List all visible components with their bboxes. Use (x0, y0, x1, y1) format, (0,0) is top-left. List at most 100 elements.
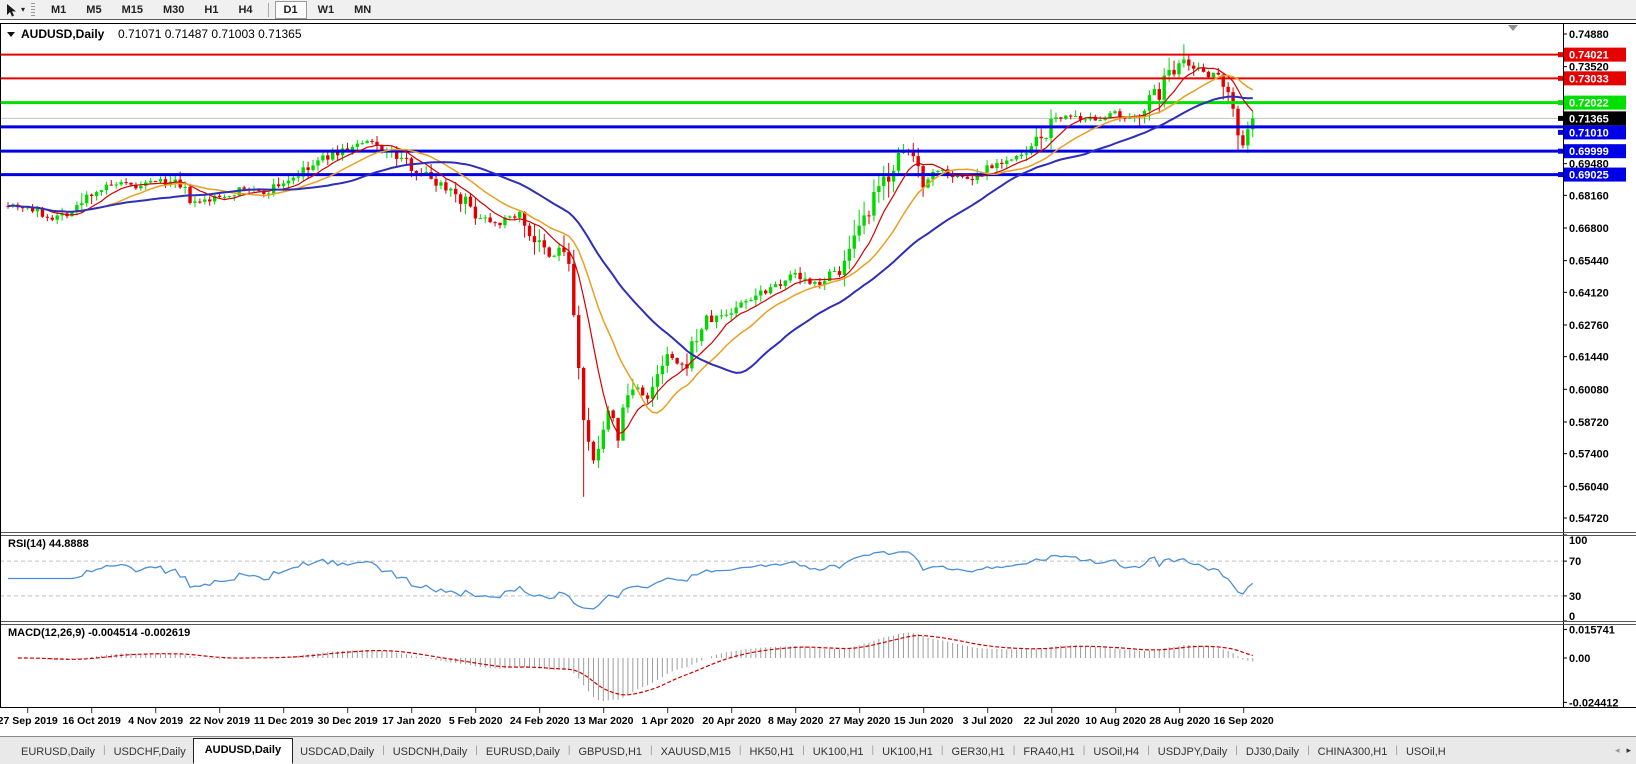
chart-tab-xauusd-m15[interactable]: XAUUSD,M15 (660, 746, 731, 758)
chart-shift-marker[interactable] (1508, 25, 1518, 31)
chart-tab-hk50-h1[interactable]: HK50,H1 (749, 746, 795, 758)
chart-ohlc-values: 0.71071 0.71487 0.71003 0.71365 (118, 27, 302, 41)
date-tick-label: 1 Apr 2020 (641, 715, 694, 727)
level-price-label (1564, 95, 1626, 110)
chart-tab-usdcad-daily[interactable]: USDCAD,Daily (300, 746, 375, 758)
date-tick-label: 24 Feb 2020 (510, 715, 570, 727)
chart-tab-china300-h1[interactable]: CHINA300,H1 (1317, 746, 1388, 758)
price-tick-label: 0.74880 (1569, 29, 1609, 41)
macd-axis-label: 0.015741 (1569, 624, 1615, 636)
timeframe-button-d1[interactable]: D1 (274, 0, 307, 19)
tab-separator: | (567, 745, 571, 756)
timeframe-button-h1[interactable]: H1 (204, 3, 219, 16)
tab-separator: | (382, 745, 385, 756)
tab-separator: | (475, 745, 478, 756)
rsi-axis-label: 30 (1569, 591, 1581, 603)
date-tick-label: 16 Sep 2020 (1214, 715, 1274, 727)
price-tick-label: 0.60080 (1569, 384, 1609, 396)
chart-menu-icon[interactable] (7, 32, 15, 37)
level-price-label (1564, 71, 1626, 86)
macd-indicator-label: MACD(12,26,9) -0.004514 -0.002619 (8, 627, 190, 639)
level-price-label (1564, 144, 1626, 159)
rsi-pane: RSI(14) 44.8888 100 70 30 0 (0, 534, 1587, 623)
tab-scroll-right-icon[interactable]: ▸ (1626, 745, 1631, 755)
timeframe-button-h4[interactable]: H4 (238, 3, 253, 16)
date-tick-label: 5 Feb 2020 (449, 715, 503, 727)
current-price-label (1564, 111, 1626, 126)
tab-separator: | (738, 745, 742, 756)
macd-axis-label: 0.00 (1569, 653, 1590, 665)
macd-signal-line (17, 634, 1253, 696)
price-tick-label: 0.65440 (1569, 256, 1609, 268)
price-tick-label: 0.62760 (1569, 320, 1609, 332)
svg-text:0.71365: 0.71365 (1569, 113, 1609, 125)
timeframe-button-mn[interactable]: MN (354, 3, 372, 16)
timeframe-button-w1[interactable]: W1 (317, 3, 335, 16)
macd-pane: MACD(12,26,9) -0.004514 -0.002619 0.01574… (8, 624, 1619, 709)
moving-averages (7, 66, 1254, 435)
price-tick-label: 0.57400 (1569, 449, 1609, 461)
tab-separator: | (1307, 745, 1310, 756)
tab-separator: | (1147, 745, 1150, 756)
price-tick-label: 0.61440 (1569, 352, 1609, 364)
chart-tab-audusd-daily[interactable]: AUDUSD,Daily (192, 738, 294, 764)
date-tick-label: 27 May 2020 (829, 715, 890, 727)
tab-separator: | (1082, 745, 1086, 756)
chart-tab-usdcnh-daily[interactable]: USDCNH,Daily (392, 746, 468, 758)
chevron-down-icon[interactable]: ▾ (21, 5, 26, 14)
tab-separator: | (940, 745, 944, 756)
date-tick-label: 8 May 2020 (768, 715, 824, 727)
svg-text:0.69025: 0.69025 (1569, 170, 1609, 182)
tab-separator: | (102, 745, 106, 756)
chart-tab-dj30-daily[interactable]: DJ30,Daily (1245, 746, 1300, 758)
ma-line-34 (7, 95, 1253, 374)
tab-separator: | (650, 745, 653, 756)
chart-tab-eurusd-daily[interactable]: EURUSD,Daily (21, 746, 95, 758)
rsi-axis-label: 100 (1569, 535, 1587, 547)
timeframe-button-m30[interactable]: M30 (162, 3, 185, 16)
date-tick-label: 30 Dec 2019 (318, 715, 378, 727)
cursor-arrow-icon (7, 3, 16, 16)
date-tick-label: 17 Jan 2020 (382, 715, 441, 727)
timeframe-button-m5[interactable]: M5 (86, 3, 102, 16)
chart-tab-gbpusd-h1[interactable]: GBPUSD,H1 (578, 746, 643, 758)
macd-axis-label: -0.024412 (1569, 697, 1619, 709)
toolbar-separator (267, 2, 269, 17)
date-tick-label: 11 Dec 2019 (254, 715, 314, 727)
chart-tab-uk100-h1[interactable]: UK100,H1 (812, 746, 864, 758)
toolbar-grip[interactable] (31, 2, 36, 17)
price-tick-label: 0.64120 (1569, 287, 1609, 299)
date-tick-label: 10 Aug 2020 (1085, 715, 1146, 727)
rsi-indicator-label: RSI(14) 44.8888 (8, 538, 89, 550)
date-tick-label: 4 Nov 2019 (128, 715, 183, 727)
chart-tab-usoil-h[interactable]: USOil,H (1405, 746, 1446, 758)
tab-separator: | (871, 745, 875, 756)
date-tick-label: 28 Aug 2020 (1149, 715, 1210, 727)
price-tick-label: 0.73520 (1569, 62, 1609, 74)
chart-tab-eurusd-daily[interactable]: EURUSD,Daily (485, 746, 560, 758)
chart-cursor-icon[interactable] (3, 2, 21, 18)
date-tick-label: 15 Jun 2020 (894, 715, 954, 727)
tab-scroll-left-icon[interactable]: ◂ (1614, 745, 1620, 755)
svg-text:0.74021: 0.74021 (1569, 50, 1609, 62)
price-tick-label: 0.54720 (1569, 513, 1609, 525)
chart-tab-usoil-h4[interactable]: USOil,H4 (1093, 746, 1140, 758)
chart-canvas[interactable]: AUDUSD,Daily 0.71071 0.71487 0.71003 0.71… (0, 21, 1636, 736)
timeframe-button-m15[interactable]: M15 (121, 3, 143, 16)
svg-text:0.71010: 0.71010 (1569, 127, 1609, 139)
timeframe-button-m1[interactable]: M1 (51, 3, 67, 16)
chart-symbol-label: AUDUSD,Daily (21, 27, 105, 41)
ma-line-16 (7, 74, 1254, 414)
chart-tab-uk100-h1[interactable]: UK100,H1 (882, 746, 933, 758)
chart-tab-usdjpy-daily[interactable]: USDJPY,Daily (1157, 746, 1228, 758)
tab-separator: | (1235, 745, 1238, 756)
date-axis: 27 Sep 2019 16 Oct 2019 4 Nov 2019 22 Nov 2… (0, 708, 1274, 727)
chart-tab-ger30-h1[interactable]: GER30,H1 (951, 746, 1005, 758)
chart-tab-fra40-h1[interactable]: FRA40,H1 (1023, 746, 1075, 758)
price-tick-label: 0.68160 (1569, 190, 1609, 202)
horizontal-level-lines (0, 53, 1563, 177)
chart-background (0, 21, 1636, 736)
chart-tab-usdchf-daily[interactable]: USDCHF,Daily (113, 746, 186, 758)
level-price-label (1564, 125, 1626, 140)
